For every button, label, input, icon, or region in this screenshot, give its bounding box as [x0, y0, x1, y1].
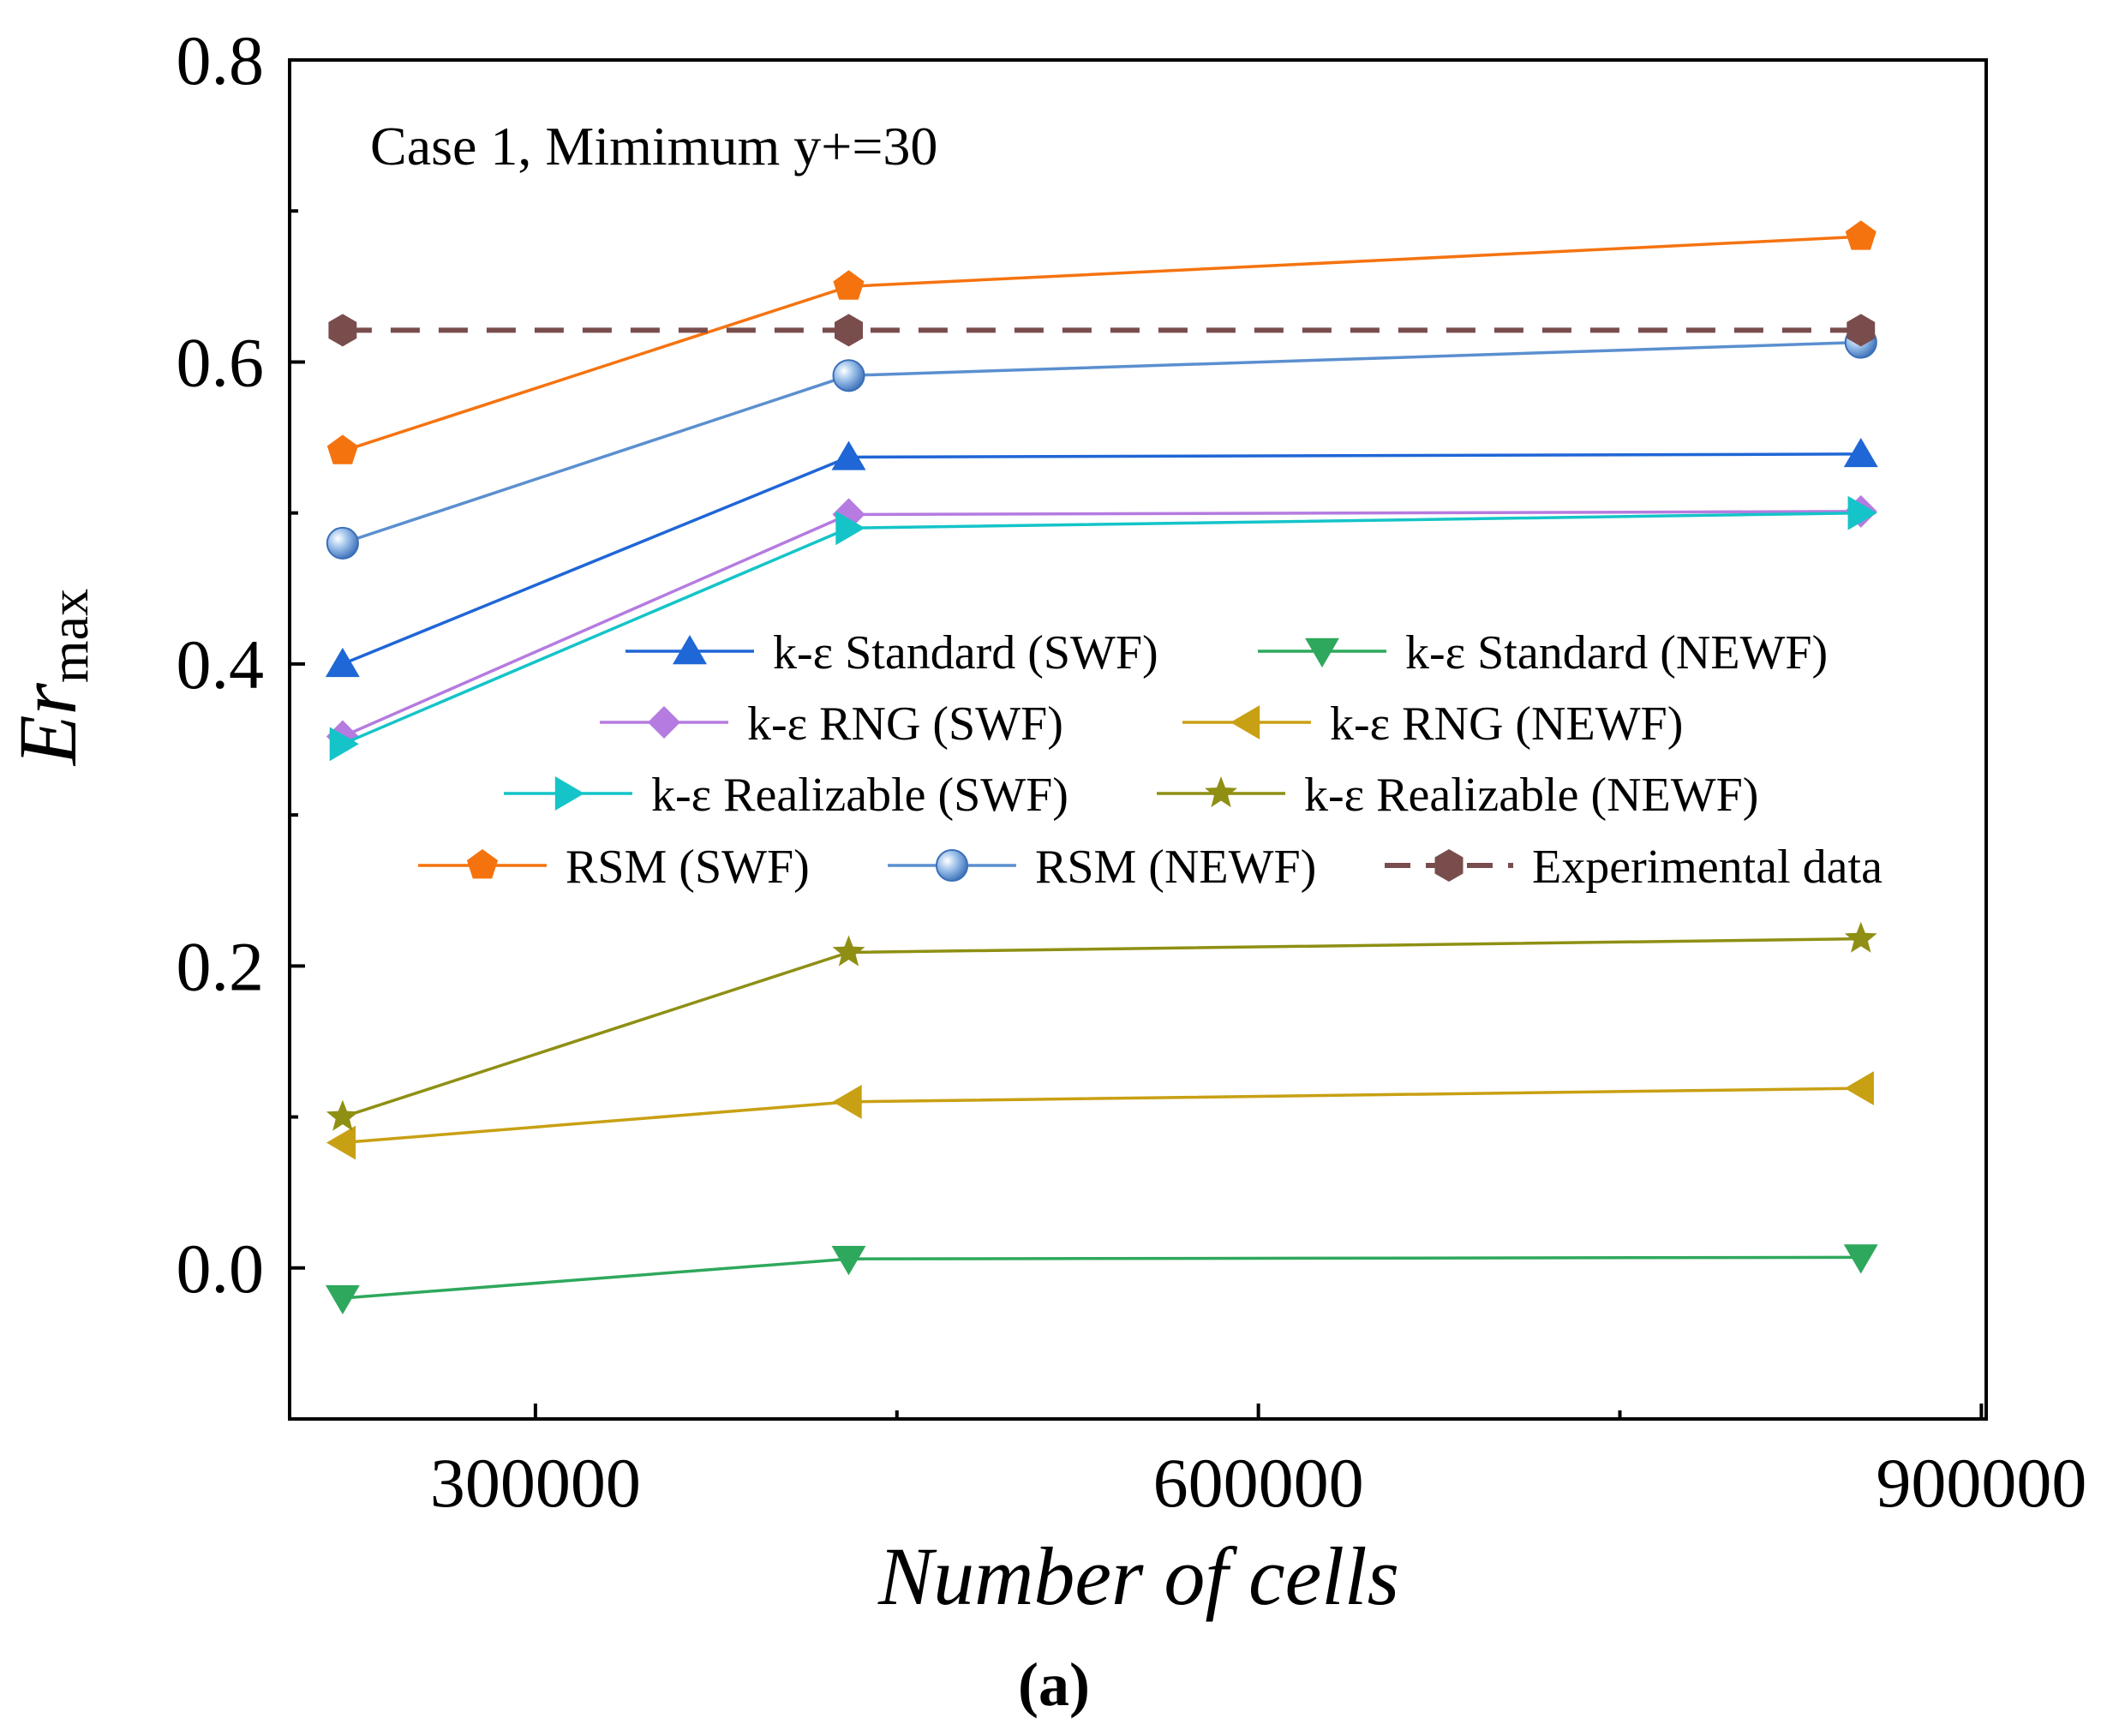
- legend-label: k-ε Realizable (NEWF): [1304, 769, 1758, 822]
- data-point: [831, 1246, 866, 1276]
- data-point: [326, 434, 358, 464]
- data-point: [833, 270, 865, 300]
- data-point: [1844, 1071, 1874, 1106]
- x-tick-label: 600000: [1153, 1444, 1364, 1522]
- series-6: [326, 220, 1877, 464]
- y-tick-label: 0.8: [177, 21, 265, 99]
- y-tick-label: 0.6: [177, 323, 265, 401]
- data-point: [325, 1284, 360, 1315]
- legend-item-2: k-ε RNG (SWF): [600, 697, 1063, 751]
- y-tick-label: 0.4: [177, 626, 265, 703]
- plot-frame: [288, 58, 1988, 1421]
- legend-marker: [648, 706, 680, 739]
- series-8: [328, 314, 1876, 347]
- annotation-text: Case 1, Mimimum y+=30: [370, 116, 937, 177]
- series-0: [325, 437, 1878, 678]
- legend-item-4: k-ε Realizable (SWF): [504, 769, 1068, 822]
- y-axis-title: Ermax: [2, 589, 99, 767]
- data-point: [1847, 314, 1876, 347]
- data-point: [1845, 220, 1877, 250]
- legend-item-5: k-ε Realizable (NEWF): [1157, 769, 1758, 822]
- legend-marker: [1305, 638, 1339, 667]
- legend-label: RSM (NEWF): [1035, 841, 1316, 894]
- axes: 0.0 0.2 0.4 0.6 0.8 300000 600000 900000: [177, 21, 2087, 1522]
- data-point: [835, 511, 865, 546]
- legend-item-7: RSM (NEWF): [888, 841, 1316, 894]
- legend-label: k-ε Realizable (SWF): [651, 769, 1068, 822]
- legend-marker: [466, 849, 499, 879]
- y-tick-label: 0.2: [177, 927, 265, 1005]
- y-axis-title-main: Er: [2, 682, 93, 767]
- data-point: [835, 314, 863, 347]
- legend-marker: [1205, 776, 1237, 808]
- legend-marker: [554, 776, 584, 811]
- data-point: [329, 727, 359, 762]
- legend-marker: [673, 635, 707, 665]
- series-line: [342, 1255, 1861, 1300]
- series-line: [342, 1086, 1861, 1145]
- data-point: [326, 526, 359, 560]
- series-layer: [325, 220, 1878, 1315]
- data-point: [1844, 921, 1877, 953]
- legend-label: k-ε RNG (SWF): [747, 697, 1063, 751]
- legend-item-8: Experimental data: [1385, 841, 1883, 894]
- legend-label: Experimental data: [1532, 841, 1883, 894]
- data-point: [1847, 495, 1877, 530]
- y-axis-title-sub: max: [39, 589, 99, 683]
- x-tick-label: 900000: [1876, 1444, 2086, 1522]
- series-5: [326, 921, 1877, 1131]
- y-tick-label: 0.0: [177, 1230, 265, 1308]
- data-point: [326, 1099, 359, 1131]
- legend-item-0: k-ε Standard (SWF): [626, 626, 1158, 679]
- legend-item-1: k-ε Standard (NEWF): [1258, 626, 1828, 679]
- figure-caption: (a): [1018, 1650, 1090, 1719]
- data-point: [832, 1084, 862, 1119]
- series-3: [326, 1071, 1874, 1160]
- series-1: [325, 1244, 1878, 1315]
- x-tick-label: 300000: [430, 1444, 641, 1522]
- data-point: [832, 359, 865, 392]
- x-axis-title: Number of cells: [877, 1530, 1399, 1622]
- data-point: [1843, 1244, 1878, 1274]
- data-point: [328, 314, 357, 347]
- legend-item-3: k-ε RNG (NEWF): [1182, 697, 1683, 751]
- legend-label: k-ε Standard (NEWF): [1405, 626, 1828, 679]
- legend-marker: [1230, 705, 1260, 739]
- legend: k-ε Standard (SWF) k-ε Standard (NEWF) k-ε…: [418, 626, 1883, 894]
- legend-label: k-ε RNG (NEWF): [1330, 697, 1683, 751]
- legend-marker: [935, 848, 969, 883]
- data-point: [325, 647, 360, 678]
- legend-item-6: RSM (SWF): [418, 841, 810, 894]
- legend-label: k-ε Standard (SWF): [773, 626, 1158, 679]
- legend-marker: [1434, 849, 1464, 882]
- data-point: [1843, 437, 1878, 468]
- data-point: [831, 440, 866, 470]
- series-4: [329, 495, 1877, 762]
- legend-label: RSM (SWF): [566, 841, 810, 894]
- series-line: [342, 235, 1861, 453]
- data-point: [326, 1125, 356, 1160]
- data-point: [832, 935, 865, 967]
